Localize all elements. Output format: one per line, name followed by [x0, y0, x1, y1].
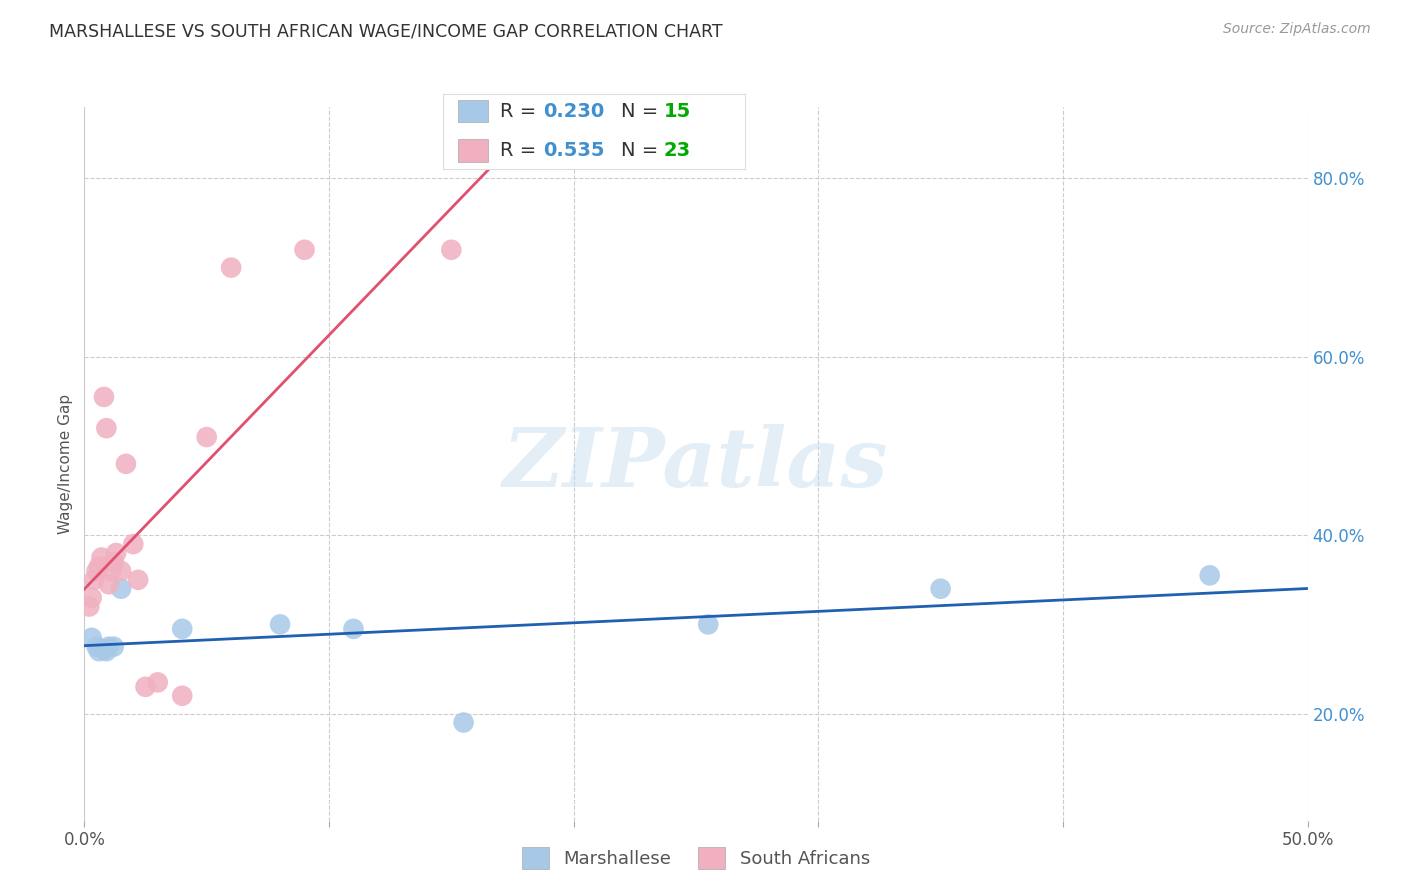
Point — [103, 640, 125, 654]
Point — [342, 622, 364, 636]
Point — [86, 564, 108, 578]
Point — [97, 577, 120, 591]
Text: 0.230: 0.230 — [543, 102, 605, 120]
Point — [93, 390, 115, 404]
Point — [269, 617, 291, 632]
Point — [110, 564, 132, 578]
Point — [135, 680, 157, 694]
Bar — [458, 100, 488, 122]
Point — [103, 555, 125, 569]
Point — [87, 644, 110, 658]
Text: ZIPatlas: ZIPatlas — [503, 424, 889, 504]
Text: MARSHALLESE VS SOUTH AFRICAN WAGE/INCOME GAP CORRELATION CHART: MARSHALLESE VS SOUTH AFRICAN WAGE/INCOME… — [49, 22, 723, 40]
Text: 15: 15 — [664, 102, 690, 120]
Point — [929, 582, 952, 596]
Point — [97, 640, 120, 654]
Point — [115, 457, 138, 471]
Point — [172, 622, 194, 636]
Point — [77, 599, 100, 614]
Point — [105, 546, 128, 560]
Point — [294, 243, 316, 257]
Point — [100, 564, 122, 578]
Point — [440, 243, 463, 257]
Point — [87, 559, 110, 574]
Text: N =: N = — [621, 102, 665, 120]
Point — [1198, 568, 1220, 582]
Point — [93, 642, 115, 657]
Text: R =: R = — [501, 141, 543, 160]
Point — [122, 537, 145, 551]
Text: R =: R = — [501, 102, 543, 120]
Text: 23: 23 — [664, 141, 690, 160]
Point — [219, 260, 242, 275]
Y-axis label: Wage/Income Gap: Wage/Income Gap — [58, 393, 73, 534]
Text: Source: ZipAtlas.com: Source: ZipAtlas.com — [1223, 22, 1371, 37]
Point — [96, 644, 118, 658]
Bar — [458, 139, 488, 161]
Point — [697, 617, 720, 632]
Point — [110, 582, 132, 596]
Point — [453, 715, 475, 730]
Point — [96, 421, 118, 435]
Point — [83, 573, 105, 587]
Point — [80, 631, 103, 645]
Point — [86, 640, 108, 654]
Point — [90, 550, 112, 565]
Point — [127, 573, 149, 587]
Point — [146, 675, 169, 690]
Point — [195, 430, 218, 444]
Text: N =: N = — [621, 141, 665, 160]
Point — [172, 689, 194, 703]
Text: 0.535: 0.535 — [543, 141, 605, 160]
Point — [80, 591, 103, 605]
Legend: Marshallese, South Africans: Marshallese, South Africans — [515, 839, 877, 876]
